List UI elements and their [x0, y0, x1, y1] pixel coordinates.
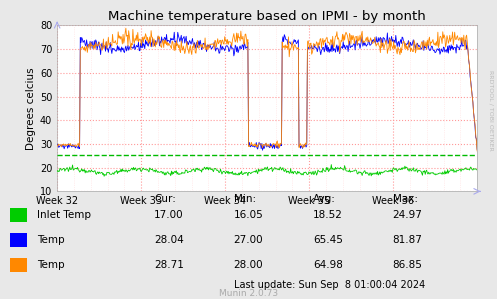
Text: Temp: Temp	[37, 235, 65, 245]
Text: 24.97: 24.97	[393, 210, 422, 220]
Text: 64.98: 64.98	[313, 260, 343, 270]
Text: 28.00: 28.00	[234, 260, 263, 270]
Text: 18.52: 18.52	[313, 210, 343, 220]
Text: 65.45: 65.45	[313, 235, 343, 245]
Y-axis label: Degrees celcius: Degrees celcius	[26, 67, 36, 150]
Text: Min:: Min:	[234, 194, 256, 204]
Text: 27.00: 27.00	[234, 235, 263, 245]
Bar	[10, 257, 27, 271]
Text: 16.05: 16.05	[234, 210, 263, 220]
Text: Temp: Temp	[37, 260, 65, 270]
Text: 81.87: 81.87	[393, 235, 422, 245]
Text: Avg:: Avg:	[313, 194, 336, 204]
Text: RRDTOOL / TOBI OETIKER: RRDTOOL / TOBI OETIKER	[489, 70, 494, 151]
Text: 86.85: 86.85	[393, 260, 422, 270]
Text: 28.04: 28.04	[154, 235, 184, 245]
Text: 28.71: 28.71	[154, 260, 184, 270]
Bar	[10, 208, 27, 222]
Bar	[10, 233, 27, 247]
Text: Inlet Temp: Inlet Temp	[37, 210, 91, 220]
Text: Munin 2.0.73: Munin 2.0.73	[219, 289, 278, 298]
Text: Last update: Sun Sep  8 01:00:04 2024: Last update: Sun Sep 8 01:00:04 2024	[234, 280, 425, 290]
Text: Cur:: Cur:	[154, 194, 176, 204]
Text: Max:: Max:	[393, 194, 417, 204]
Text: 17.00: 17.00	[154, 210, 184, 220]
Title: Machine temperature based on IPMI - by month: Machine temperature based on IPMI - by m…	[108, 10, 426, 23]
